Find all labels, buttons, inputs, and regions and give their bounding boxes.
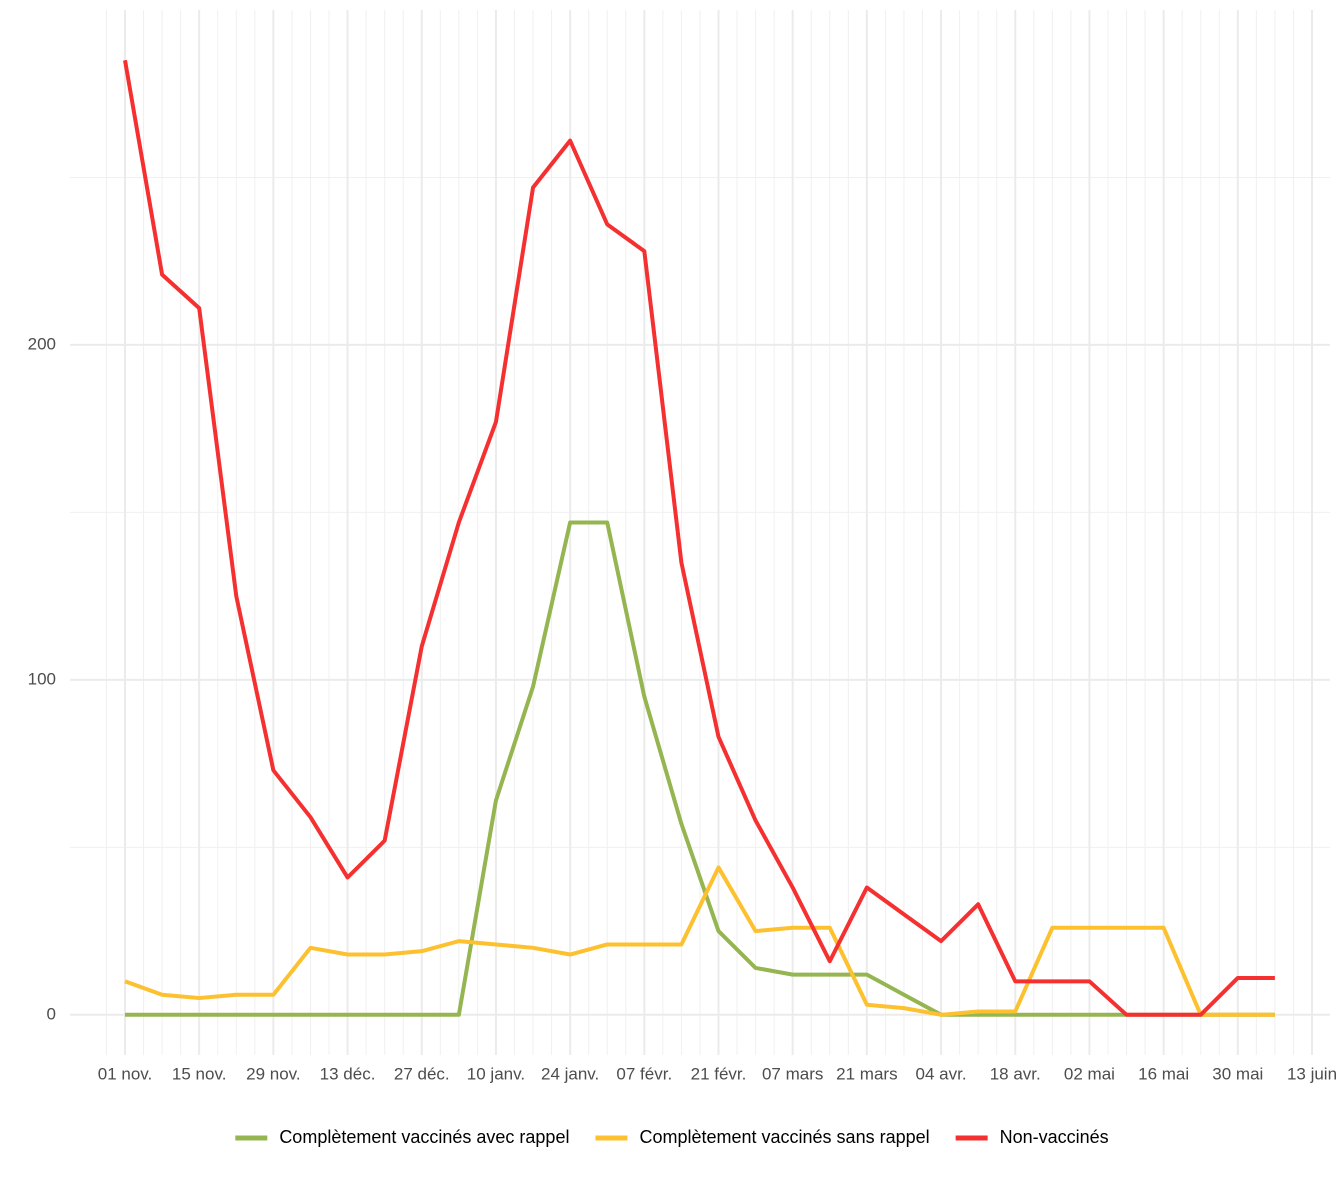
legend: Complètement vaccinés avec rappel Complèt… bbox=[235, 1127, 1109, 1147]
x-tick-label: 04 avr. bbox=[916, 1064, 967, 1083]
x-tick-label: 15 nov. bbox=[172, 1064, 227, 1083]
x-tick-label: 16 mai bbox=[1138, 1064, 1189, 1083]
legend-label: Complètement vaccinés sans rappel bbox=[639, 1127, 929, 1147]
series-line bbox=[125, 520, 1275, 1017]
x-tick-label: 30 mai bbox=[1212, 1064, 1263, 1083]
y-tick-label: 100 bbox=[28, 669, 56, 688]
x-tick-label: 10 janv. bbox=[467, 1064, 525, 1083]
x-tick-label: 13 déc. bbox=[320, 1064, 376, 1083]
y-tick-label: 0 bbox=[47, 1004, 56, 1023]
series-line bbox=[124, 865, 1275, 1017]
x-tick-label: 01 nov. bbox=[98, 1064, 153, 1083]
x-tick-label: 13 juin bbox=[1287, 1064, 1337, 1083]
y-tick-label: 200 bbox=[28, 334, 56, 353]
x-tick-label: 02 mai bbox=[1064, 1064, 1115, 1083]
x-tick-label: 27 déc. bbox=[394, 1064, 450, 1083]
legend-label: Complètement vaccinés avec rappel bbox=[279, 1127, 569, 1147]
x-tick-label: 07 févr. bbox=[616, 1064, 672, 1083]
x-tick-label: 21 mars bbox=[836, 1064, 897, 1083]
x-tick-label: 24 janv. bbox=[541, 1064, 599, 1083]
x-tick-label: 18 avr. bbox=[990, 1064, 1041, 1083]
legend-label: Non-vaccinés bbox=[1000, 1127, 1109, 1147]
x-tick-label: 07 mars bbox=[762, 1064, 823, 1083]
x-tick-label: 21 févr. bbox=[691, 1064, 747, 1083]
series-line bbox=[123, 59, 1275, 1017]
x-tick-label: 29 nov. bbox=[246, 1064, 301, 1083]
